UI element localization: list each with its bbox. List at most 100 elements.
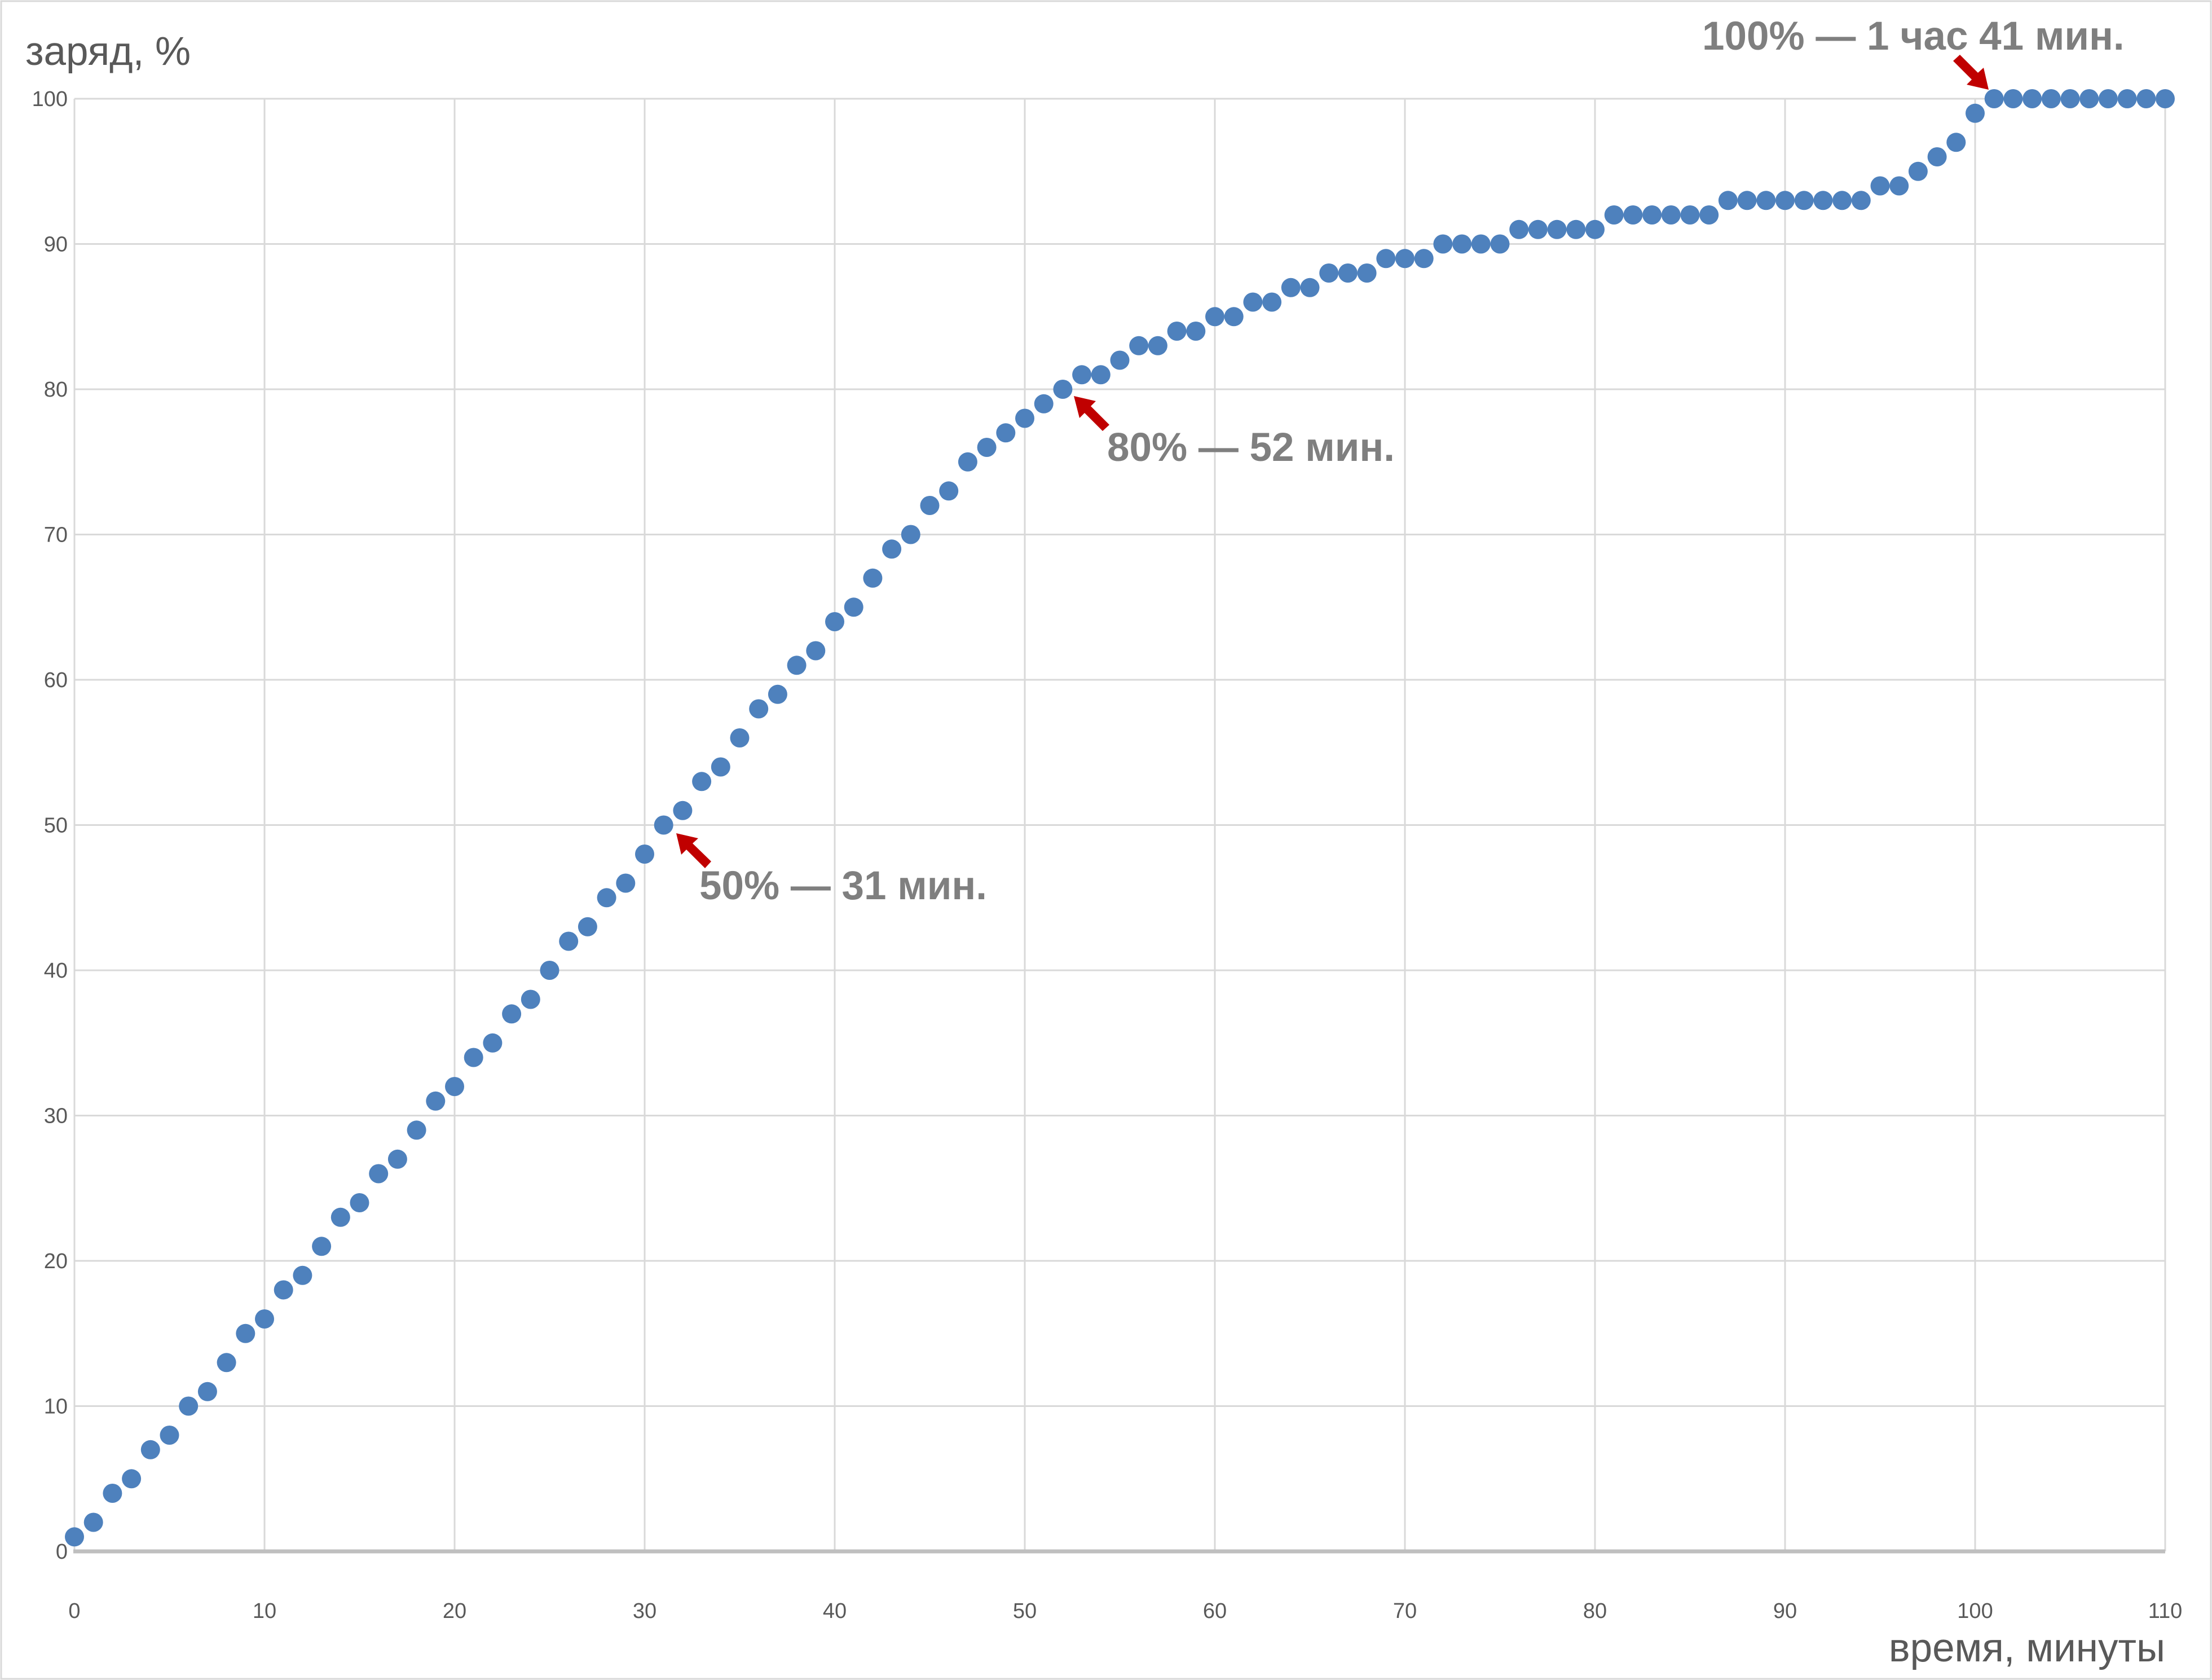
data-point bbox=[635, 845, 654, 864]
y-tick-label: 90 bbox=[44, 233, 68, 257]
data-point bbox=[2136, 89, 2156, 108]
data-point bbox=[1319, 263, 1339, 283]
data-point bbox=[255, 1309, 274, 1329]
data-point bbox=[597, 888, 616, 908]
x-tick-label: 0 bbox=[68, 1599, 80, 1623]
data-point bbox=[1300, 278, 1320, 297]
data-point bbox=[1471, 234, 1491, 254]
data-point bbox=[160, 1426, 179, 1445]
data-point bbox=[1167, 322, 1187, 341]
y-tick-label: 60 bbox=[44, 669, 68, 692]
data-point bbox=[1034, 394, 1054, 414]
data-points-layer bbox=[65, 89, 2175, 1547]
data-point bbox=[426, 1091, 446, 1111]
data-point bbox=[1566, 219, 1586, 239]
data-point bbox=[1851, 191, 1871, 210]
data-point bbox=[1281, 278, 1301, 297]
data-point bbox=[217, 1353, 236, 1373]
data-point bbox=[1984, 89, 2004, 108]
data-point bbox=[1015, 408, 1034, 428]
data-point bbox=[387, 1149, 407, 1169]
data-point bbox=[464, 1048, 483, 1067]
data-point bbox=[806, 641, 826, 661]
data-point bbox=[1205, 307, 1224, 327]
data-point bbox=[844, 597, 863, 617]
x-tick-label: 20 bbox=[443, 1599, 466, 1623]
x-tick-label: 60 bbox=[1203, 1599, 1227, 1623]
data-point bbox=[958, 452, 977, 472]
y-tick-labels: 0 10 20 30 40 50 60 70 80 90 100 bbox=[32, 87, 68, 1564]
data-point bbox=[1661, 205, 1681, 225]
data-point bbox=[863, 568, 883, 588]
y-tick-label: 80 bbox=[44, 378, 68, 402]
data-point bbox=[1642, 205, 1662, 225]
data-point bbox=[122, 1469, 142, 1489]
x-tick-label: 90 bbox=[1773, 1599, 1797, 1623]
x-tick-label: 40 bbox=[823, 1599, 847, 1623]
data-point bbox=[939, 481, 959, 501]
x-tick-label: 30 bbox=[633, 1599, 656, 1623]
data-point bbox=[616, 873, 636, 893]
annotation-arrow-icon bbox=[676, 833, 711, 868]
data-point bbox=[103, 1484, 122, 1503]
data-point bbox=[1433, 234, 1453, 254]
data-point bbox=[1585, 219, 1605, 239]
data-point bbox=[2098, 89, 2118, 108]
data-point bbox=[787, 656, 807, 675]
data-point bbox=[749, 699, 769, 719]
data-point bbox=[1357, 263, 1377, 283]
data-point bbox=[445, 1077, 464, 1096]
y-tick-label: 10 bbox=[44, 1395, 68, 1419]
data-point bbox=[197, 1382, 217, 1401]
data-point bbox=[1623, 205, 1643, 225]
data-point bbox=[483, 1033, 503, 1053]
data-point bbox=[274, 1280, 293, 1300]
data-point bbox=[407, 1120, 426, 1140]
data-point bbox=[2060, 89, 2080, 108]
data-point bbox=[1129, 336, 1149, 355]
data-point bbox=[1718, 191, 1738, 210]
data-point bbox=[331, 1207, 350, 1227]
data-point bbox=[1775, 191, 1795, 210]
data-point bbox=[1528, 219, 1548, 239]
x-tick-label: 10 bbox=[253, 1599, 276, 1623]
data-point bbox=[654, 815, 673, 835]
data-point bbox=[521, 989, 540, 1009]
data-point bbox=[140, 1440, 160, 1459]
data-point bbox=[1813, 191, 1833, 210]
data-point bbox=[1509, 219, 1529, 239]
y-tick-label: 70 bbox=[44, 524, 68, 547]
x-tick-label: 100 bbox=[1957, 1599, 1993, 1623]
x-tick-label: 110 bbox=[2148, 1599, 2183, 1623]
annotation-label: 100% — 1 час 41 мин. bbox=[1702, 14, 2125, 59]
data-point bbox=[920, 496, 940, 515]
y-tick-label: 20 bbox=[44, 1250, 68, 1273]
data-point bbox=[901, 525, 920, 544]
data-point bbox=[1224, 307, 1244, 327]
x-tick-label: 70 bbox=[1393, 1599, 1417, 1623]
data-point bbox=[2117, 89, 2137, 108]
x-tick-label: 50 bbox=[1013, 1599, 1037, 1623]
data-point bbox=[1243, 292, 1263, 312]
x-tick-labels: 0 10 20 30 40 50 60 70 80 90 100 110 bbox=[68, 1599, 2182, 1623]
data-point bbox=[1262, 292, 1282, 312]
data-point bbox=[882, 539, 902, 559]
data-point bbox=[673, 801, 693, 820]
data-point bbox=[977, 438, 997, 457]
y-tick-label: 30 bbox=[44, 1105, 68, 1128]
data-point bbox=[1737, 191, 1757, 210]
data-point bbox=[2079, 89, 2099, 108]
data-point bbox=[1452, 234, 1472, 254]
data-point bbox=[540, 961, 559, 980]
data-point bbox=[1395, 249, 1415, 269]
data-point bbox=[1186, 322, 1206, 341]
data-point bbox=[1148, 336, 1167, 355]
data-point bbox=[502, 1004, 522, 1024]
data-point bbox=[692, 772, 712, 791]
annotation: 50% — 31 мин. bbox=[676, 833, 987, 908]
data-point bbox=[1376, 249, 1396, 269]
data-point bbox=[2041, 89, 2061, 108]
